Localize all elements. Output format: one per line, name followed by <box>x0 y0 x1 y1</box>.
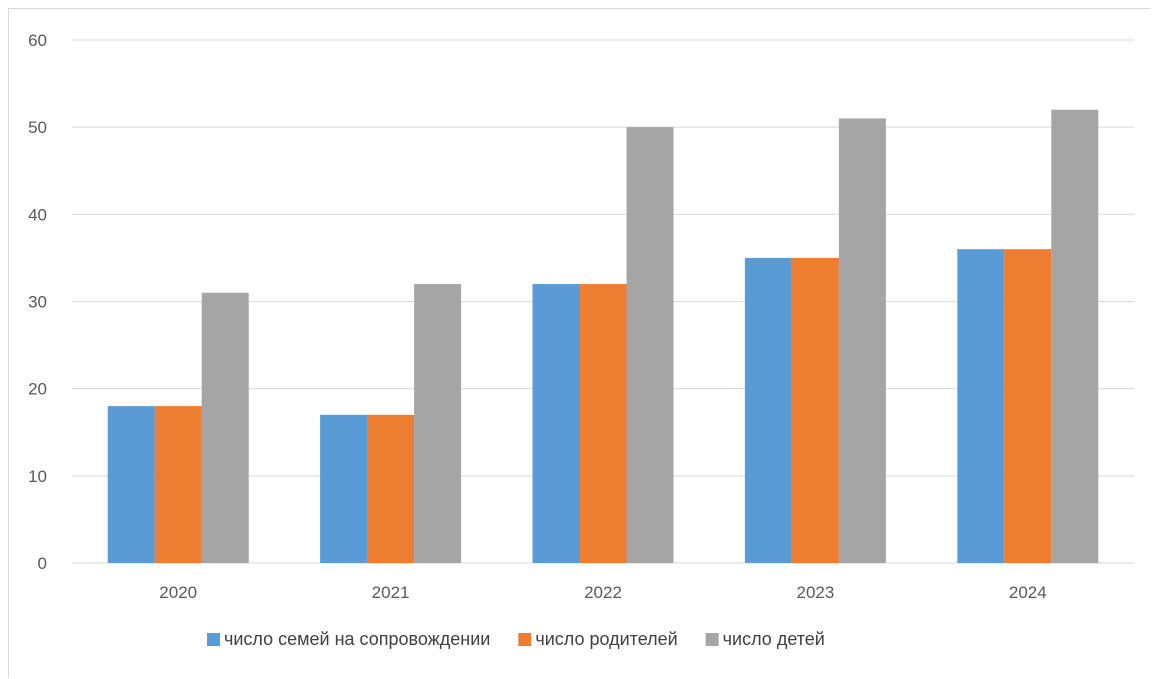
x-tick-label: 2024 <box>1009 583 1047 602</box>
bar <box>201 292 249 563</box>
legend-label: число семей на сопровождении <box>224 629 490 649</box>
y-tick-label: 20 <box>28 380 47 399</box>
bar <box>532 284 580 563</box>
bar <box>367 414 415 563</box>
x-tick-label: 2020 <box>159 583 197 602</box>
bar <box>107 406 155 563</box>
legend-label: число детей <box>723 629 825 649</box>
bar <box>957 249 1005 563</box>
bar <box>320 414 368 563</box>
bar <box>791 257 839 563</box>
chart-frame <box>8 8 1150 678</box>
y-tick-label: 0 <box>38 554 47 573</box>
bar <box>1004 249 1052 563</box>
y-tick-label: 60 <box>28 31 47 50</box>
y-tick-label: 50 <box>28 118 47 137</box>
bar <box>626 127 674 564</box>
bar <box>838 118 886 563</box>
y-tick-label: 40 <box>28 205 47 224</box>
x-axis-ticks: 2020 2021 2022 2023 2024 <box>159 583 1046 602</box>
legend: число семей на сопровождении число родите… <box>207 629 825 649</box>
bar <box>1051 109 1099 563</box>
bar <box>414 284 462 563</box>
legend-swatch <box>207 633 220 646</box>
bar <box>744 257 792 563</box>
bar <box>154 406 202 563</box>
x-tick-label: 2021 <box>372 583 410 602</box>
x-tick-label: 2023 <box>796 583 834 602</box>
bars <box>107 109 1099 564</box>
y-axis-ticks: 0 10 20 30 40 50 60 <box>28 31 47 573</box>
legend-swatch <box>705 633 719 646</box>
x-tick-label: 2022 <box>584 583 622 602</box>
y-tick-label: 10 <box>28 467 47 486</box>
bar <box>579 284 627 563</box>
legend-swatch <box>518 633 532 646</box>
y-tick-label: 30 <box>28 293 47 312</box>
legend-label: число родителей <box>535 629 677 649</box>
